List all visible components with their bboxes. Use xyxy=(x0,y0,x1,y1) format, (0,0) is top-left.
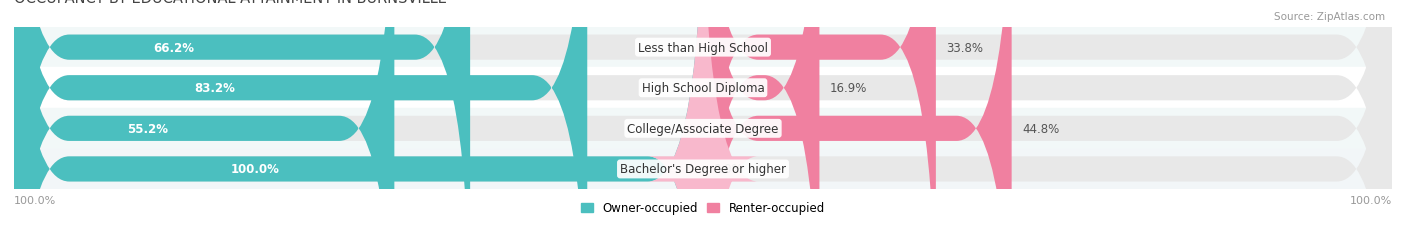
FancyBboxPatch shape xyxy=(14,0,394,231)
FancyBboxPatch shape xyxy=(703,0,1012,231)
Text: 55.2%: 55.2% xyxy=(127,122,167,135)
Legend: Owner-occupied, Renter-occupied: Owner-occupied, Renter-occupied xyxy=(576,197,830,219)
FancyBboxPatch shape xyxy=(14,0,1392,231)
Text: 100.0%: 100.0% xyxy=(1350,195,1392,205)
FancyBboxPatch shape xyxy=(648,0,758,231)
FancyBboxPatch shape xyxy=(14,0,1392,231)
FancyBboxPatch shape xyxy=(14,0,703,231)
FancyBboxPatch shape xyxy=(703,0,820,231)
FancyBboxPatch shape xyxy=(14,0,470,231)
Text: 100.0%: 100.0% xyxy=(14,195,56,205)
Bar xyxy=(14,28,1392,68)
Text: High School Diploma: High School Diploma xyxy=(641,82,765,95)
Text: 44.8%: 44.8% xyxy=(1022,122,1059,135)
Text: 0.0%: 0.0% xyxy=(713,163,742,176)
FancyBboxPatch shape xyxy=(703,0,936,231)
Text: Less than High School: Less than High School xyxy=(638,41,768,55)
FancyBboxPatch shape xyxy=(14,0,1392,231)
Text: 100.0%: 100.0% xyxy=(231,163,280,176)
FancyBboxPatch shape xyxy=(14,0,1392,231)
Text: 16.9%: 16.9% xyxy=(830,82,868,95)
Text: College/Associate Degree: College/Associate Degree xyxy=(627,122,779,135)
FancyBboxPatch shape xyxy=(14,0,588,231)
Text: OCCUPANCY BY EDUCATIONAL ATTAINMENT IN BURNSVILLE: OCCUPANCY BY EDUCATIONAL ATTAINMENT IN B… xyxy=(14,0,447,6)
Text: Bachelor's Degree or higher: Bachelor's Degree or higher xyxy=(620,163,786,176)
Text: Source: ZipAtlas.com: Source: ZipAtlas.com xyxy=(1274,12,1385,21)
Bar xyxy=(14,68,1392,109)
Text: 66.2%: 66.2% xyxy=(153,41,194,55)
Text: 83.2%: 83.2% xyxy=(194,82,235,95)
Bar xyxy=(14,109,1392,149)
Text: 33.8%: 33.8% xyxy=(946,41,983,55)
Bar xyxy=(14,149,1392,189)
